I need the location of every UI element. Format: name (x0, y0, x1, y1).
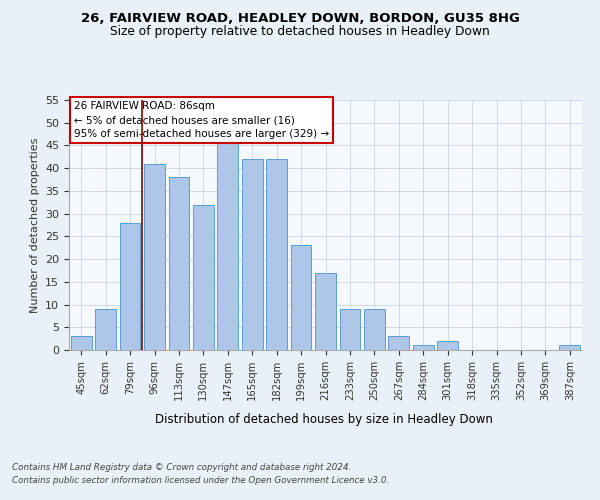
Text: Size of property relative to detached houses in Headley Down: Size of property relative to detached ho… (110, 25, 490, 38)
Bar (290, 246, 311, 350)
Bar (242, 159, 263, 350)
Bar (364, 309, 385, 350)
Bar (144, 164, 165, 350)
Bar (95, 309, 116, 350)
Bar (266, 159, 287, 350)
Bar (559, 346, 580, 350)
Bar (340, 309, 361, 350)
Bar (169, 178, 190, 350)
Bar (437, 341, 458, 350)
Bar (193, 204, 214, 350)
Bar (413, 346, 434, 350)
Text: Contains HM Land Registry data © Crown copyright and database right 2024.: Contains HM Land Registry data © Crown c… (12, 462, 352, 471)
Text: 26, FAIRVIEW ROAD, HEADLEY DOWN, BORDON, GU35 8HG: 26, FAIRVIEW ROAD, HEADLEY DOWN, BORDON,… (80, 12, 520, 26)
Text: Distribution of detached houses by size in Headley Down: Distribution of detached houses by size … (155, 412, 493, 426)
Bar (217, 141, 238, 350)
Bar (71, 336, 92, 350)
Bar (315, 272, 336, 350)
Bar (119, 222, 140, 350)
Text: Contains public sector information licensed under the Open Government Licence v3: Contains public sector information licen… (12, 476, 389, 485)
Y-axis label: Number of detached properties: Number of detached properties (29, 138, 40, 312)
Text: 26 FAIRVIEW ROAD: 86sqm
← 5% of detached houses are smaller (16)
95% of semi-det: 26 FAIRVIEW ROAD: 86sqm ← 5% of detached… (74, 101, 329, 139)
Bar (388, 336, 409, 350)
